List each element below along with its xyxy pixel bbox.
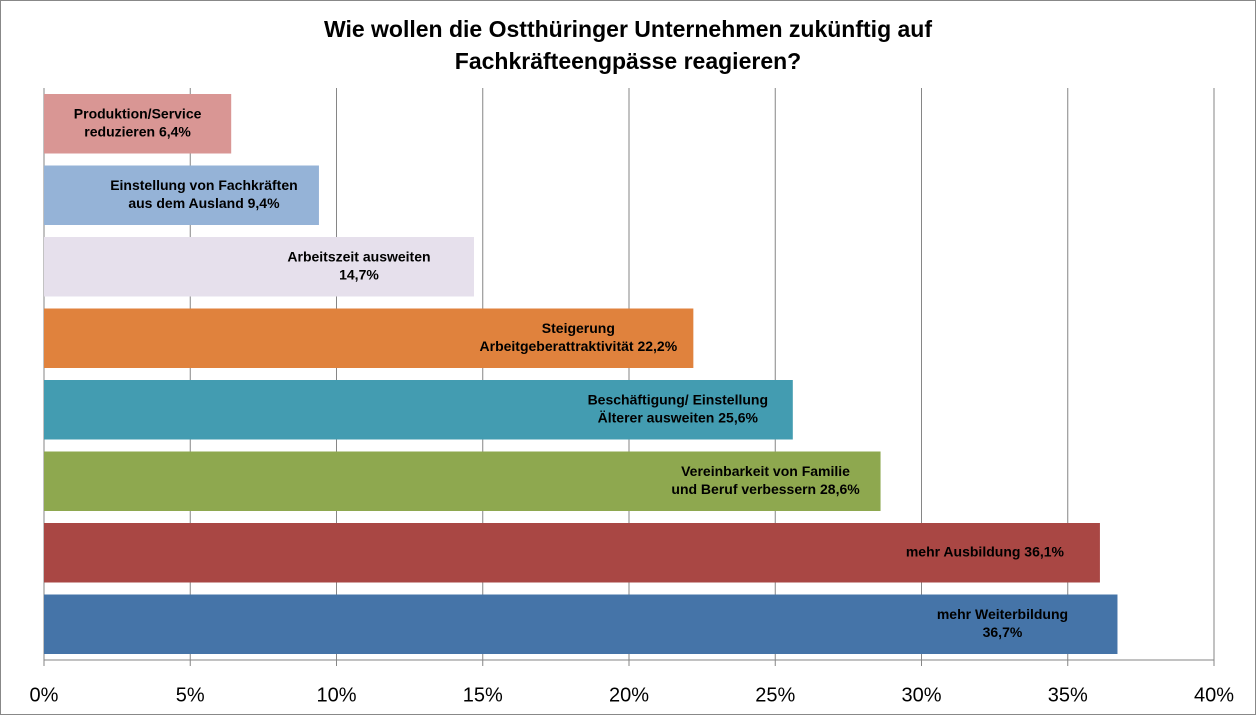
data-label: Arbeitszeit ausweiten [287,248,430,264]
bar [44,94,232,154]
x-tick-label: 15% [463,684,503,706]
x-tick-label: 35% [1048,684,1088,706]
data-label: Steigerung [542,320,615,336]
data-label: Produktion/Service [74,105,202,121]
data-label: mehr Weiterbildung [937,606,1068,622]
x-tick-label: 30% [901,684,941,706]
x-tick-label: 0% [30,684,59,706]
data-label: Vereinbarkeit von Familie [681,463,850,479]
data-label: 14,7% [339,266,379,282]
data-label: Einstellung von Fachkräften [110,177,297,193]
data-label: und Beruf verbessern 28,6% [671,481,860,497]
chart-title: Wie wollen die Ostthüringer Unternehmen … [324,16,932,42]
bar [44,237,474,297]
data-label: Älterer ausweiten 25,6% [598,409,759,425]
x-tick-label: 20% [609,684,649,706]
x-tick-label: 5% [176,684,205,706]
data-label: 36,7% [983,624,1023,640]
bar [44,451,881,511]
bar [44,380,793,440]
bar [44,594,1118,654]
data-label: mehr Ausbildung 36,1% [906,543,1065,559]
chart-title: Fachkräfteengpässe reagieren? [455,48,801,74]
data-label: Beschäftigung/ Einstellung [588,391,768,407]
x-tick-label: 10% [316,684,356,706]
data-label: aus dem Ausland 9,4% [128,195,280,211]
bar [44,523,1100,583]
data-label: Arbeitgeberattraktivität 22,2% [480,338,678,354]
x-tick-label: 25% [755,684,795,706]
x-tick-label: 40% [1194,684,1234,706]
bar [44,165,319,225]
data-label: reduzieren 6,4% [84,123,191,139]
bar [44,308,694,368]
